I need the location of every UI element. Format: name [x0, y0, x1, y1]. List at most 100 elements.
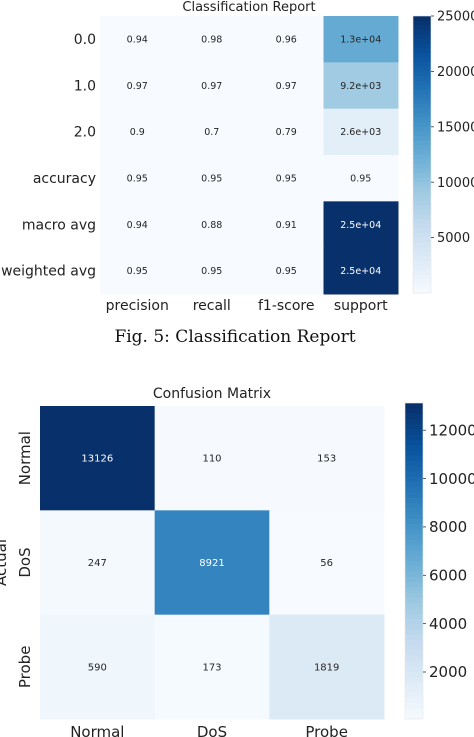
report-cell [100, 16, 175, 63]
confusion-colorbar-step [405, 518, 423, 525]
confusion-colorbar-step [405, 445, 423, 451]
report-colorbar-step [413, 177, 431, 183]
confusion-colorbar-step [405, 634, 423, 641]
report-colorbar-step [413, 89, 431, 96]
report-colorbar-step [413, 29, 431, 36]
confusion-colorbar-step [405, 539, 423, 546]
report-colorbar-step [413, 256, 431, 262]
report-cell [323, 16, 399, 63]
confusion-colorbar-step [405, 487, 423, 494]
report-cell [323, 247, 399, 295]
report-colorbar-step [413, 242, 431, 248]
confusion-colorbar-step [405, 555, 423, 562]
confusion-colorbar-step [405, 666, 423, 673]
report-col-label: recall [193, 298, 231, 314]
report-colorbar-step [413, 145, 431, 151]
report-cell [100, 247, 175, 295]
confusion-colorbar-step [405, 697, 423, 704]
confusion-colorbar-step [405, 713, 423, 720]
report-colorbar-step [413, 214, 431, 220]
report-colorbar-step [413, 154, 431, 160]
report-colorbar-step [413, 99, 431, 105]
report-colorbar-step [413, 39, 431, 45]
report-colorbar-step [413, 57, 431, 63]
report-colorbar-step [413, 131, 431, 137]
confusion-colorbar-step [405, 576, 423, 583]
report-cell [249, 16, 324, 63]
report-colorbar-step [413, 172, 431, 179]
report-col-label: support [334, 298, 388, 314]
report-cell-label: 0.95 [350, 173, 371, 184]
report-colorbar-step [413, 246, 431, 253]
confusion-cell [269, 510, 385, 616]
report-colorbar-step [413, 269, 431, 276]
report-cell-label: 0.94 [127, 34, 148, 45]
report-colorbar-tick-label: 10000 [437, 176, 474, 191]
confusion-colorbar-step [405, 692, 423, 699]
report-colorbar-step [413, 182, 431, 188]
report-cell-label: 0.79 [276, 127, 297, 138]
confusion-colorbar-step [405, 682, 423, 688]
confusion-colorbar-step [405, 534, 423, 541]
confusion-heatmap: Confusion Matrix 13126 110 153 247 8921 56 590 1… [0, 386, 474, 737]
report-colorbar-step [413, 168, 431, 174]
confusion-colorbar-tick-label: 10000 [429, 470, 474, 488]
confusion-cell [154, 614, 270, 720]
report-colorbar-step [413, 48, 431, 54]
report-colorbar-step [413, 191, 431, 197]
confusion-col-label: Normal [70, 723, 124, 737]
confusion-row-label: Probe [16, 646, 34, 689]
report-heatmap: Classification Report 0.94 0.98 0.96 1.3e+04… [1, 0, 474, 347]
report-colorbar-step [413, 103, 431, 109]
report-colorbar-step [413, 237, 431, 243]
report-cell-label: 0.7 [204, 127, 219, 138]
report-colorbar-step [413, 71, 431, 77]
confusion-colorbar-step [405, 408, 423, 415]
report-colorbar-step [413, 34, 431, 40]
confusion-row-label: DoS [16, 547, 34, 577]
confusion-row-label: Normal [16, 431, 34, 485]
report-cell [100, 201, 175, 249]
confusion-cell [154, 510, 270, 616]
report-colorbar-step [413, 274, 431, 280]
confusion-colorbar-step [405, 497, 423, 504]
report-cell [174, 247, 250, 295]
report-colorbar-step [413, 228, 431, 234]
report-colorbar-step [413, 20, 431, 26]
confusion-cell-label: 247 [88, 558, 107, 569]
report-colorbar-step [413, 260, 431, 266]
report-cell [174, 155, 250, 202]
report-colorbar-step [413, 219, 431, 225]
confusion-colorbar-step [405, 439, 423, 446]
report-colorbar-step [413, 136, 431, 142]
confusion-colorbar-step [405, 571, 423, 578]
confusion-cell [154, 406, 270, 511]
confusion-colorbar-step [405, 550, 423, 557]
confusion-colorbar-step [405, 671, 423, 678]
confusion-cell [40, 614, 156, 720]
report-col-label: precision [106, 298, 169, 314]
confusion-colorbar-step [405, 629, 423, 636]
confusion-colorbar-step [405, 655, 423, 662]
confusion-colorbar-step [405, 608, 423, 615]
report-colorbar-tick-label: 5000 [437, 231, 470, 246]
confusion-col-label: DoS [197, 723, 227, 737]
report-cell-label: 0.95 [127, 266, 148, 277]
confusion-cell-label: 8921 [199, 558, 224, 569]
confusion-colorbar-step [405, 661, 423, 667]
report-colorbar-step [413, 279, 431, 285]
report-cell [174, 201, 250, 249]
report-colorbar-step [413, 80, 431, 86]
confusion-colorbar-tick-label: 6000 [429, 567, 467, 585]
confusion-colorbar-step [405, 429, 423, 436]
confusion-colorbar-frame [404, 402, 424, 720]
report-cell-label: 9.2e+03 [340, 81, 381, 92]
confusion-colorbar-step [405, 476, 423, 483]
report-cell-label: 0.95 [127, 173, 148, 184]
confusion-cell [40, 406, 156, 511]
report-cell-label: 0.97 [127, 81, 148, 92]
confusion-cell-label: 56 [320, 558, 333, 569]
report-cell-label: 0.94 [127, 220, 148, 231]
report-cell-label: 0.97 [276, 81, 297, 92]
confusion-colorbar-step [405, 687, 423, 694]
